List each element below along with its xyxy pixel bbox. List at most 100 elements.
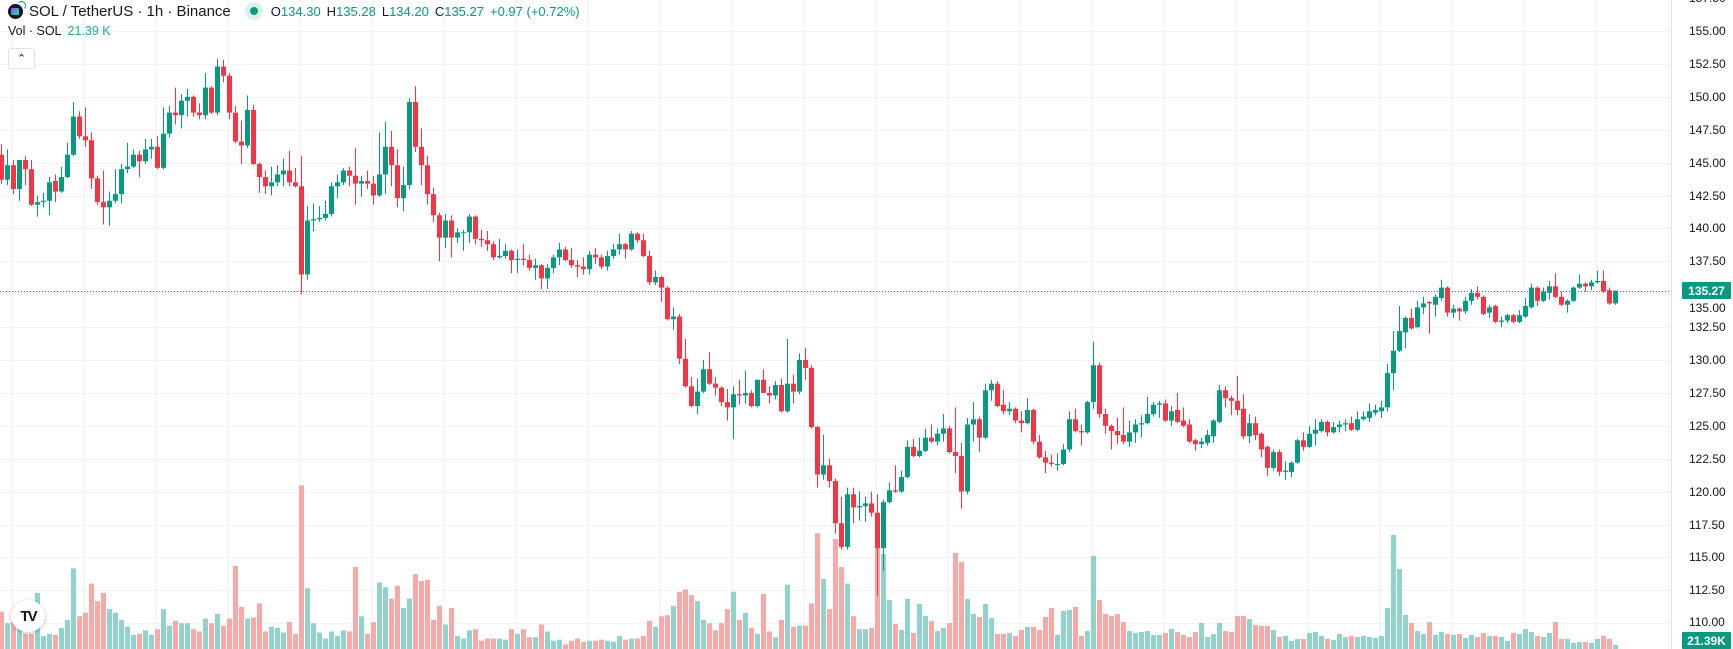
candle-body — [1403, 317, 1408, 333]
candle-body — [1073, 419, 1078, 432]
candle-body — [35, 202, 40, 205]
low-value: 134.20 — [389, 3, 429, 19]
candle — [623, 242, 628, 259]
volume-bar — [1325, 638, 1330, 649]
candle — [1499, 316, 1504, 328]
volume-bar — [629, 638, 634, 649]
volume-bar — [377, 582, 382, 649]
candle-wick — [463, 229, 464, 251]
candle-wick — [1183, 407, 1184, 428]
candle-body — [1151, 404, 1156, 414]
candle — [1355, 411, 1360, 432]
candle-body — [167, 112, 172, 134]
candle — [281, 158, 286, 187]
volume-bar — [1457, 634, 1462, 649]
candle — [107, 191, 112, 226]
volume-bar — [1283, 635, 1288, 649]
candle — [1049, 454, 1054, 467]
candle-body — [779, 385, 784, 412]
price-axis[interactable]: 110.00 112.50 115.00 117.50 120.00 122.50 125.… — [1671, 0, 1733, 649]
candle-body — [1283, 470, 1288, 472]
candle — [635, 232, 640, 243]
volume-bar — [1367, 637, 1372, 649]
candle-wick — [1399, 306, 1400, 353]
candle-body — [449, 220, 454, 238]
candle-body — [1169, 411, 1174, 421]
collapse-legend-button[interactable]: ⌃ — [8, 48, 35, 69]
volume-bar — [95, 601, 100, 649]
candle-body — [1337, 424, 1342, 428]
candle-body — [1271, 452, 1276, 468]
candle-body — [1295, 440, 1300, 463]
volume-bar — [899, 629, 904, 649]
candle — [611, 244, 616, 259]
candle — [83, 107, 88, 147]
candle — [119, 163, 124, 204]
low-label: L — [381, 3, 390, 19]
candle-body — [1097, 365, 1102, 414]
volume-bar — [1379, 635, 1384, 649]
candle — [989, 379, 994, 401]
candle — [1157, 400, 1162, 418]
market-open-status-icon[interactable] — [244, 2, 263, 20]
candle-wick — [1555, 273, 1556, 299]
volume-bar — [995, 634, 1000, 649]
candle-body — [851, 494, 856, 508]
volume-bar — [497, 638, 502, 649]
open-label: O — [270, 3, 281, 19]
candle — [473, 215, 478, 245]
candle — [683, 338, 688, 388]
candle — [239, 120, 244, 164]
volume-bar — [581, 641, 586, 649]
candle-body — [731, 394, 736, 408]
volume-bar — [1031, 626, 1036, 649]
volume-bar — [1091, 555, 1096, 649]
candle-body — [0, 154, 4, 180]
volume-bar — [1301, 638, 1306, 649]
volume-bar — [509, 629, 514, 649]
candle-wick — [1567, 299, 1568, 313]
candle-body — [815, 427, 820, 475]
candle-body — [1067, 419, 1072, 450]
volume-bar — [65, 619, 70, 649]
volume-label[interactable]: Vol · SOL — [8, 24, 62, 38]
volume-bar — [785, 584, 790, 649]
candle — [1109, 424, 1114, 450]
candle-body — [1565, 300, 1570, 305]
candle-body — [305, 220, 310, 275]
candle-wick — [571, 248, 572, 268]
symbol-title[interactable]: SOL / TetherUS · 1h · Binance — [29, 2, 231, 20]
candle — [335, 174, 340, 199]
volume-bar — [563, 644, 568, 649]
tradingview-logo-icon[interactable]: TV — [11, 600, 45, 632]
candle-body — [1343, 423, 1348, 425]
candle-body — [911, 446, 916, 457]
candle-body — [713, 383, 718, 388]
volume-bar — [833, 539, 838, 649]
candle — [845, 487, 850, 550]
candle-wick — [103, 170, 104, 225]
candle — [1469, 288, 1474, 305]
candlestick-chart[interactable] — [0, 0, 1671, 649]
volume-bar — [653, 626, 658, 649]
candle — [155, 136, 160, 170]
candle-body — [83, 136, 88, 141]
candle — [1319, 419, 1324, 433]
candle-wick — [745, 370, 746, 404]
volume-bar — [251, 617, 256, 649]
candle — [755, 379, 760, 408]
candle-body — [1391, 350, 1396, 374]
candle — [941, 413, 946, 442]
volume-bar — [881, 554, 886, 649]
candle-wick — [787, 338, 788, 413]
candle — [545, 263, 550, 289]
candle — [191, 95, 196, 117]
candle-body — [785, 383, 790, 412]
candle-body — [587, 254, 592, 270]
candle-body — [1235, 400, 1240, 411]
candle — [1301, 432, 1306, 451]
volume-bar — [269, 626, 274, 649]
candle — [1169, 406, 1174, 426]
candle-body — [611, 249, 616, 257]
volume-bar — [821, 578, 826, 649]
